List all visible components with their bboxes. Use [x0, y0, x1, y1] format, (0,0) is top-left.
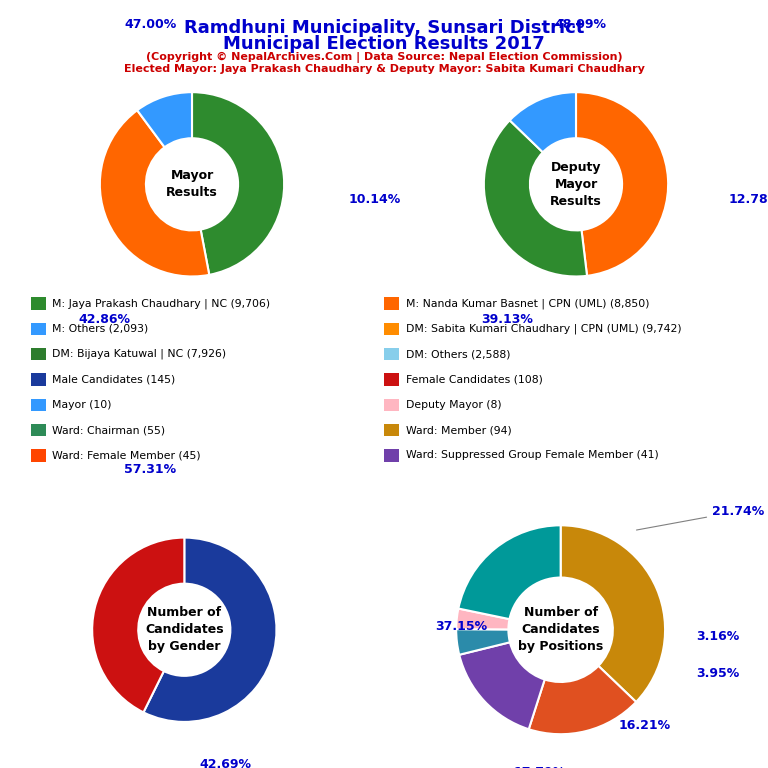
- Text: (Copyright © NepalArchives.Com | Data Source: Nepal Election Commission): (Copyright © NepalArchives.Com | Data So…: [146, 51, 622, 62]
- Text: 3.95%: 3.95%: [697, 667, 740, 680]
- Text: 10.14%: 10.14%: [349, 193, 401, 206]
- Text: 21.74%: 21.74%: [637, 505, 764, 530]
- Wedge shape: [456, 608, 509, 630]
- Text: 42.69%: 42.69%: [200, 758, 252, 768]
- Text: Number of
Candidates
by Gender: Number of Candidates by Gender: [145, 606, 223, 654]
- Text: 57.31%: 57.31%: [124, 463, 176, 476]
- Text: 48.09%: 48.09%: [554, 18, 607, 31]
- Wedge shape: [92, 538, 184, 713]
- Wedge shape: [137, 92, 192, 147]
- Wedge shape: [576, 92, 668, 276]
- Text: DM: Others (2,588): DM: Others (2,588): [406, 349, 510, 359]
- Wedge shape: [192, 92, 284, 275]
- Wedge shape: [458, 525, 561, 619]
- Text: Female Candidates (108): Female Candidates (108): [406, 374, 542, 385]
- Text: Ward: Suppressed Group Female Member (41): Ward: Suppressed Group Female Member (41…: [406, 450, 658, 461]
- Text: DM: Bijaya Katuwal | NC (7,926): DM: Bijaya Katuwal | NC (7,926): [52, 349, 227, 359]
- Text: Municipal Election Results 2017: Municipal Election Results 2017: [223, 35, 545, 52]
- Wedge shape: [484, 121, 587, 276]
- Text: Ramdhuni Municipality, Sunsari District: Ramdhuni Municipality, Sunsari District: [184, 19, 584, 37]
- Text: Elected Mayor: Jaya Prakash Chaudhary & Deputy Mayor: Sabita Kumari Chaudhary: Elected Mayor: Jaya Prakash Chaudhary & …: [124, 64, 644, 74]
- Text: Mayor
Results: Mayor Results: [166, 169, 218, 200]
- Text: 12.78%: 12.78%: [728, 193, 768, 206]
- Wedge shape: [100, 111, 209, 276]
- Text: Mayor (10): Mayor (10): [52, 399, 111, 410]
- Text: M: Jaya Prakash Chaudhary | NC (9,706): M: Jaya Prakash Chaudhary | NC (9,706): [52, 298, 270, 309]
- Text: Ward: Member (94): Ward: Member (94): [406, 425, 511, 435]
- Text: 47.00%: 47.00%: [124, 18, 177, 31]
- Wedge shape: [510, 92, 576, 152]
- Text: Ward: Chairman (55): Ward: Chairman (55): [52, 425, 165, 435]
- Text: M: Nanda Kumar Basnet | CPN (UML) (8,850): M: Nanda Kumar Basnet | CPN (UML) (8,850…: [406, 298, 649, 309]
- Text: 42.86%: 42.86%: [78, 313, 131, 326]
- Wedge shape: [459, 642, 545, 730]
- Text: Deputy Mayor (8): Deputy Mayor (8): [406, 399, 502, 410]
- Text: Male Candidates (145): Male Candidates (145): [52, 374, 175, 385]
- Text: DM: Sabita Kumari Chaudhary | CPN (UML) (9,742): DM: Sabita Kumari Chaudhary | CPN (UML) …: [406, 323, 681, 334]
- Wedge shape: [144, 538, 276, 722]
- Text: Ward: Female Member (45): Ward: Female Member (45): [52, 450, 201, 461]
- Text: Number of
Candidates
by Positions: Number of Candidates by Positions: [518, 606, 604, 654]
- Text: M: Others (2,093): M: Others (2,093): [52, 323, 148, 334]
- Text: Deputy
Mayor
Results: Deputy Mayor Results: [550, 161, 602, 208]
- Wedge shape: [528, 666, 636, 734]
- Text: 39.13%: 39.13%: [481, 313, 533, 326]
- Text: 3.16%: 3.16%: [697, 631, 740, 644]
- Wedge shape: [456, 629, 510, 655]
- Wedge shape: [561, 525, 665, 702]
- Text: 37.15%: 37.15%: [435, 620, 488, 633]
- Text: 16.21%: 16.21%: [618, 719, 670, 732]
- Text: 17.79%: 17.79%: [514, 766, 566, 768]
